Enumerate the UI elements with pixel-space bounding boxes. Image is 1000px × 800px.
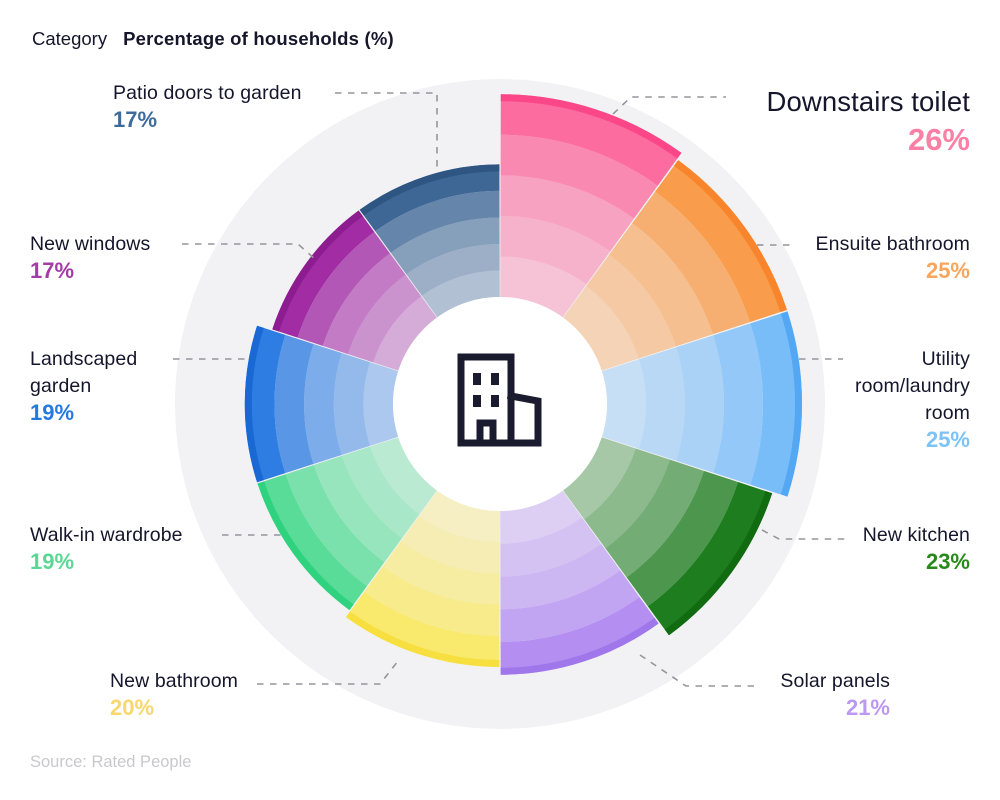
category-name: Patio doors to garden [113, 82, 302, 104]
source-note: Source: Rated People [30, 753, 192, 771]
chart-center-hole [393, 297, 607, 511]
label-utility-room-laundry-room: Utility room/laundry room 25% [820, 346, 970, 454]
wedge-downstairs-toilet [500, 94, 682, 318]
wedge-walk-in-wardrobe [257, 437, 437, 611]
category-name: Utility room/laundry room [854, 348, 970, 424]
category-value: 21% [845, 694, 890, 720]
category-name: Walk-in wardrobe [30, 524, 183, 546]
category-value: 19% [30, 548, 75, 574]
wedge-utility-room-laundry-room [601, 311, 802, 497]
wedge-new-bathroom [345, 490, 500, 667]
category-name: New bathroom [110, 670, 239, 692]
metric-header-label: Percentage of households (%) [123, 28, 394, 49]
category-name: Downstairs toilet [766, 86, 970, 117]
category-value: 19% [30, 399, 75, 425]
chart-header: Category Percentage of households (%) [32, 28, 394, 50]
wedge-ensuite-bathroom [563, 160, 787, 371]
category-value: 26% [907, 121, 970, 157]
category-name: New kitchen [862, 524, 970, 546]
wedge-patio-doors-to-garden [359, 164, 500, 318]
wedge-solar-panels [500, 490, 659, 675]
leader-lines [173, 92, 848, 687]
building-icon [457, 353, 542, 447]
label-downstairs-toilet: Downstairs toilet 26% [642, 83, 970, 159]
category-value: 20% [110, 694, 155, 720]
label-ensuite-bathroom: Ensuite bathroom 25% [740, 231, 970, 285]
wedge-new-kitchen [563, 437, 773, 636]
label-new-kitchen: New kitchen 23% [762, 522, 970, 576]
label-walk-in-wardrobe: Walk-in wardrobe 19% [30, 522, 290, 576]
label-landscaped-garden: Landscaped garden 19% [30, 346, 165, 427]
category-value: 25% [925, 257, 970, 283]
label-solar-panels: Solar panels 21% [690, 668, 890, 722]
label-new-windows: New windows 17% [30, 231, 270, 285]
category-value: 23% [925, 548, 970, 574]
label-new-bathroom: New bathroom 20% [110, 668, 380, 722]
category-name: Solar panels [780, 670, 890, 692]
wedge-landscaped-garden [244, 325, 399, 483]
label-patio-doors-to-garden: Patio doors to garden 17% [113, 80, 363, 134]
category-value: 17% [113, 106, 158, 132]
category-header-label: Category [32, 28, 108, 49]
category-value: 25% [925, 426, 970, 452]
category-value: 17% [30, 257, 75, 283]
category-name: New windows [30, 233, 151, 255]
category-name: Landscaped garden [30, 348, 138, 397]
wedge-new-windows [272, 210, 437, 371]
category-name: Ensuite bathroom [815, 233, 970, 255]
